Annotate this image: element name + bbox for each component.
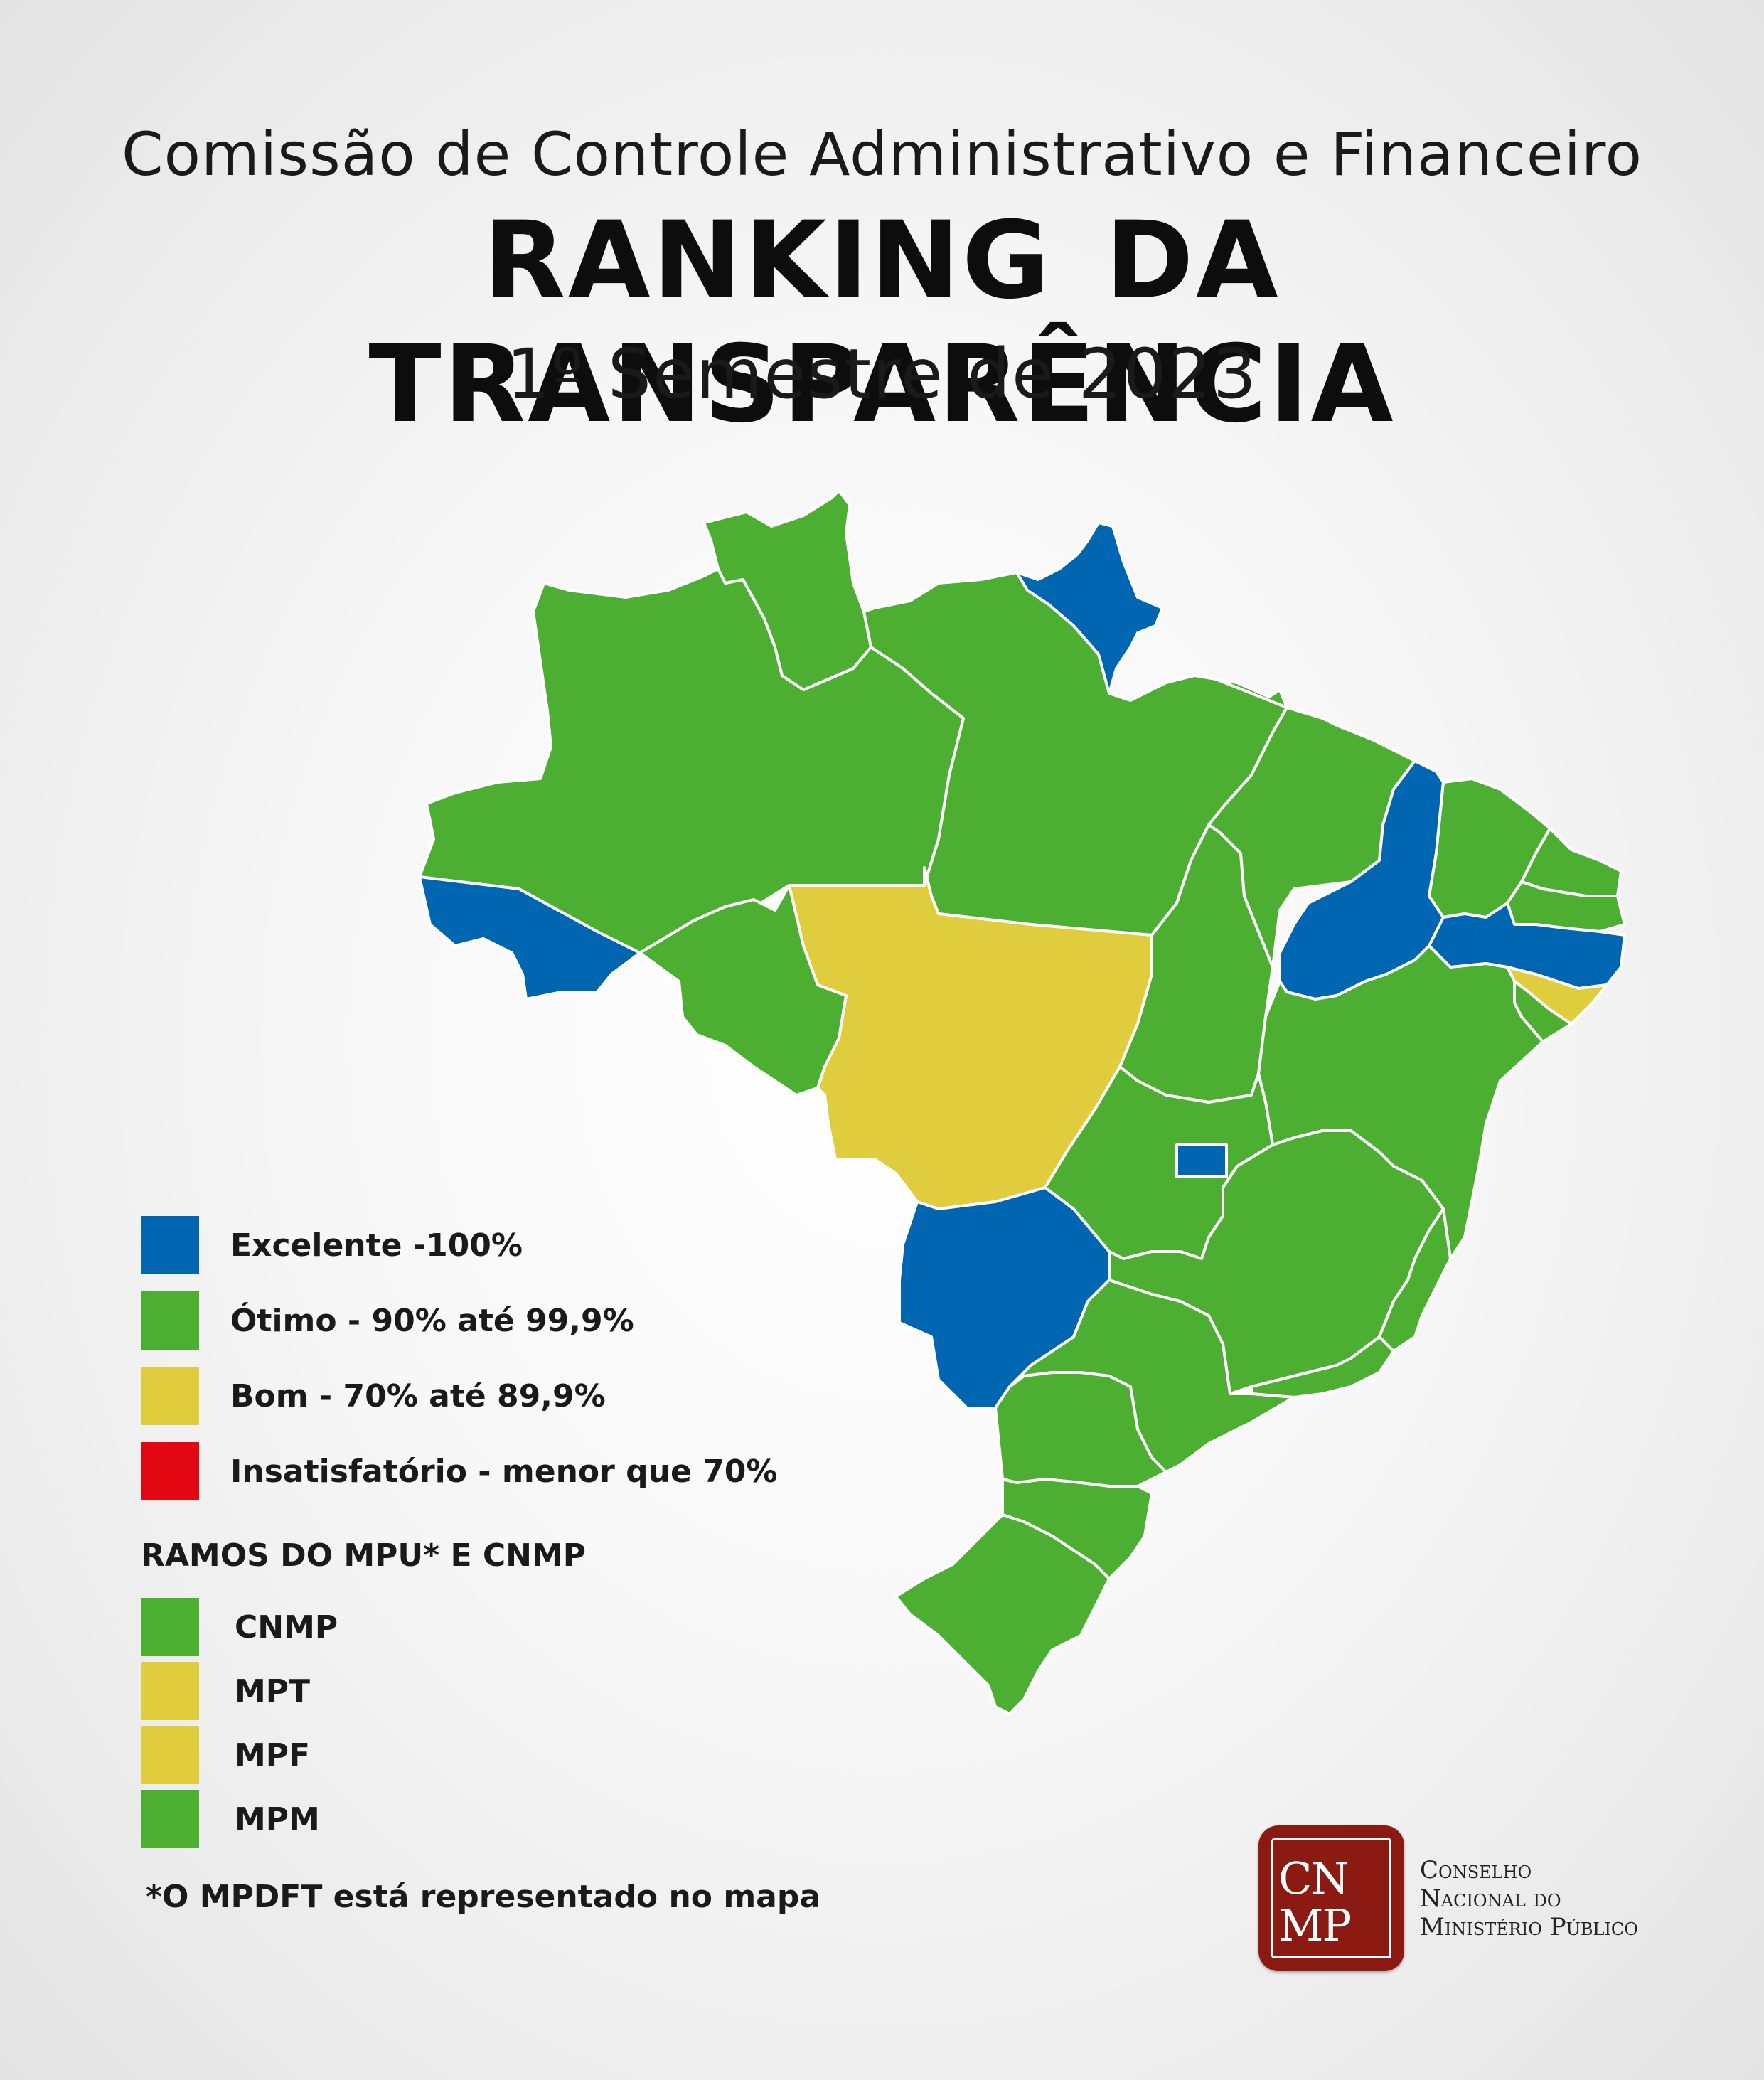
logo-mark: CN MP xyxy=(1258,1825,1404,1971)
state-MA[interactable] xyxy=(1207,678,1416,969)
ramo-label: MPF xyxy=(235,1737,311,1774)
legend-item-insatisfatorio: Insatisfatório - menor que 70% xyxy=(141,1434,777,1509)
state-RS[interactable] xyxy=(894,1513,1111,1715)
period: 1º Semestre de 2023 xyxy=(506,334,1258,414)
logo-line3: Ministério Público xyxy=(1420,1912,1638,1941)
state-RJ[interactable] xyxy=(1250,1335,1395,1399)
logo-frame xyxy=(1271,1838,1391,1958)
ramos-list: CNMP MPT MPF MPM xyxy=(141,1595,338,1851)
legend-label: Bom - 70% até 89,9% xyxy=(230,1377,606,1414)
logo-line2: Nacional do xyxy=(1420,1884,1561,1913)
ramo-label: MPT xyxy=(235,1673,311,1710)
cnmp-logo: CN MP Conselho Nacional do Ministério Pú… xyxy=(1258,1825,1638,1971)
swatch-mpt xyxy=(141,1662,199,1720)
logo-line1: Conselho xyxy=(1420,1855,1532,1884)
legend-item-bom: Bom - 70% até 89,9% xyxy=(141,1358,777,1434)
ramo-mpm: MPM xyxy=(141,1787,338,1851)
legend-label: Ótimo - 90% até 99,9% xyxy=(230,1302,634,1339)
ramo-cnmp: CNMP xyxy=(141,1595,338,1659)
footnote: *O MPDFT está representado no mapa xyxy=(146,1879,821,1915)
ramo-label: CNMP xyxy=(235,1609,338,1646)
legend-item-excelente: Excelente -100% xyxy=(141,1207,777,1283)
legend-item-otimo: Ótimo - 90% até 99,9% xyxy=(141,1283,777,1358)
swatch-cnmp xyxy=(141,1598,199,1656)
page-title: RANKING DA TRANSPARÊNCIA xyxy=(368,199,1396,447)
subtitle: Comissão de Controle Administrativo e Fi… xyxy=(121,119,1643,189)
state-AP[interactable] xyxy=(1015,521,1164,695)
swatch-otimo xyxy=(141,1291,199,1350)
ramo-label: MPM xyxy=(235,1801,320,1838)
swatch-mpm xyxy=(141,1790,199,1848)
ramo-mpt: MPT xyxy=(141,1659,338,1723)
legend-label: Excelente -100% xyxy=(230,1227,523,1264)
ramo-mpf: MPF xyxy=(141,1723,338,1787)
legend: Excelente -100% Ótimo - 90% até 99,9% Bo… xyxy=(141,1207,777,1509)
swatch-excelente xyxy=(141,1216,199,1274)
state-DF[interactable] xyxy=(1175,1143,1228,1178)
swatch-mpf xyxy=(141,1726,199,1784)
logo-mp: MP xyxy=(1278,1899,1352,1951)
logo-cn: CN xyxy=(1278,1852,1349,1904)
state-AC[interactable] xyxy=(418,875,641,1001)
legend-label: Insatisfatório - menor que 70% xyxy=(230,1453,778,1490)
ramos-title: RAMOS DO MPU* E CNMP xyxy=(141,1537,586,1574)
swatch-bom xyxy=(141,1367,199,1425)
logo-text: Conselho Nacional do Ministério Público xyxy=(1420,1856,1638,1941)
swatch-insatisfatorio xyxy=(141,1442,199,1500)
